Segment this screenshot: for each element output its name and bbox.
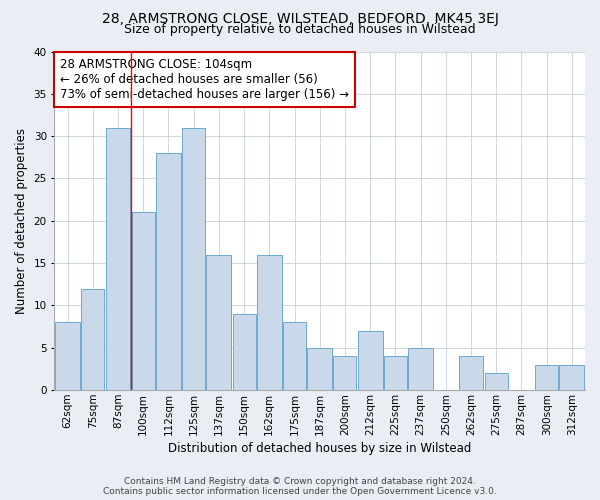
Bar	[307, 348, 332, 390]
Bar	[358, 331, 383, 390]
Bar	[458, 356, 484, 390]
Bar	[257, 254, 282, 390]
Bar	[81, 288, 104, 390]
Bar	[55, 322, 80, 390]
Text: 28, ARMSTRONG CLOSE, WILSTEAD, BEDFORD, MK45 3EJ: 28, ARMSTRONG CLOSE, WILSTEAD, BEDFORD, …	[101, 12, 499, 26]
Bar	[182, 128, 205, 390]
Bar	[559, 365, 584, 390]
Bar	[485, 373, 508, 390]
Bar	[233, 314, 256, 390]
Text: Contains HM Land Registry data © Crown copyright and database right 2024.
Contai: Contains HM Land Registry data © Crown c…	[103, 476, 497, 496]
Bar	[408, 348, 433, 390]
Bar	[283, 322, 306, 390]
Bar	[106, 128, 130, 390]
Bar	[334, 356, 356, 390]
Text: 28 ARMSTRONG CLOSE: 104sqm
← 26% of detached houses are smaller (56)
73% of semi: 28 ARMSTRONG CLOSE: 104sqm ← 26% of deta…	[60, 58, 349, 102]
Bar	[132, 212, 155, 390]
X-axis label: Distribution of detached houses by size in Wilstead: Distribution of detached houses by size …	[168, 442, 472, 455]
Bar	[535, 365, 558, 390]
Bar	[206, 254, 232, 390]
Bar	[156, 153, 181, 390]
Bar	[384, 356, 407, 390]
Y-axis label: Number of detached properties: Number of detached properties	[15, 128, 28, 314]
Text: Size of property relative to detached houses in Wilstead: Size of property relative to detached ho…	[124, 22, 476, 36]
